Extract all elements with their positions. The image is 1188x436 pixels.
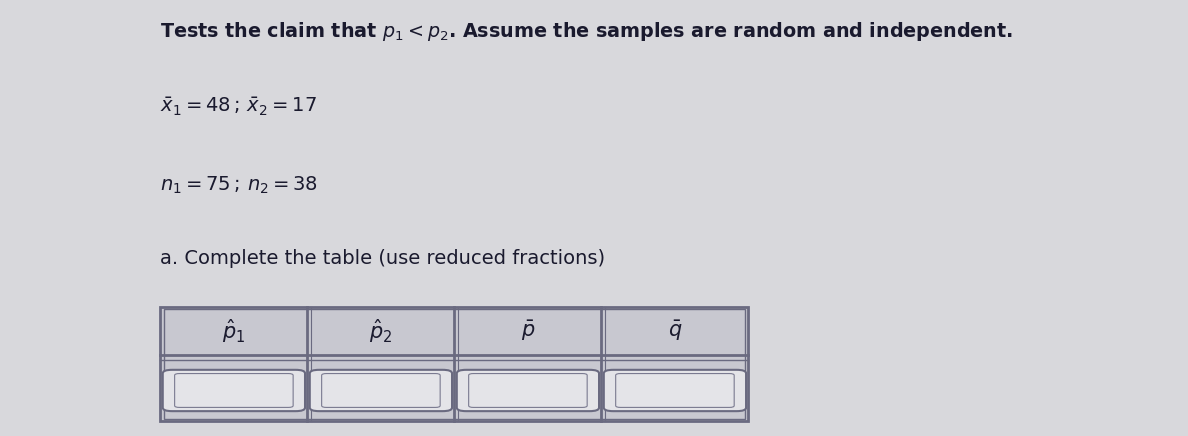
Text: $\hat{p}_2$: $\hat{p}_2$ <box>369 317 392 345</box>
FancyBboxPatch shape <box>310 370 451 411</box>
Text: Tests the claim that $p_1 < p_2$. Assume the samples are random and independent.: Tests the claim that $p_1 < p_2$. Assume… <box>160 20 1013 43</box>
FancyBboxPatch shape <box>604 370 746 411</box>
Text: a. Complete the table (use reduced fractions): a. Complete the table (use reduced fract… <box>160 249 606 268</box>
Text: $n_1 = 75\,;\,n_2 = 38$: $n_1 = 75\,;\,n_2 = 38$ <box>160 174 318 196</box>
FancyBboxPatch shape <box>163 370 305 411</box>
Text: $\bar{q}$: $\bar{q}$ <box>668 319 682 343</box>
FancyBboxPatch shape <box>456 370 599 411</box>
Text: $\bar{p}$: $\bar{p}$ <box>520 319 535 343</box>
Text: $\bar{x}_1 = 48\,;\,\bar{x}_2 = 17$: $\bar{x}_1 = 48\,;\,\bar{x}_2 = 17$ <box>160 96 317 118</box>
Text: $\hat{p}_1$: $\hat{p}_1$ <box>222 317 246 345</box>
